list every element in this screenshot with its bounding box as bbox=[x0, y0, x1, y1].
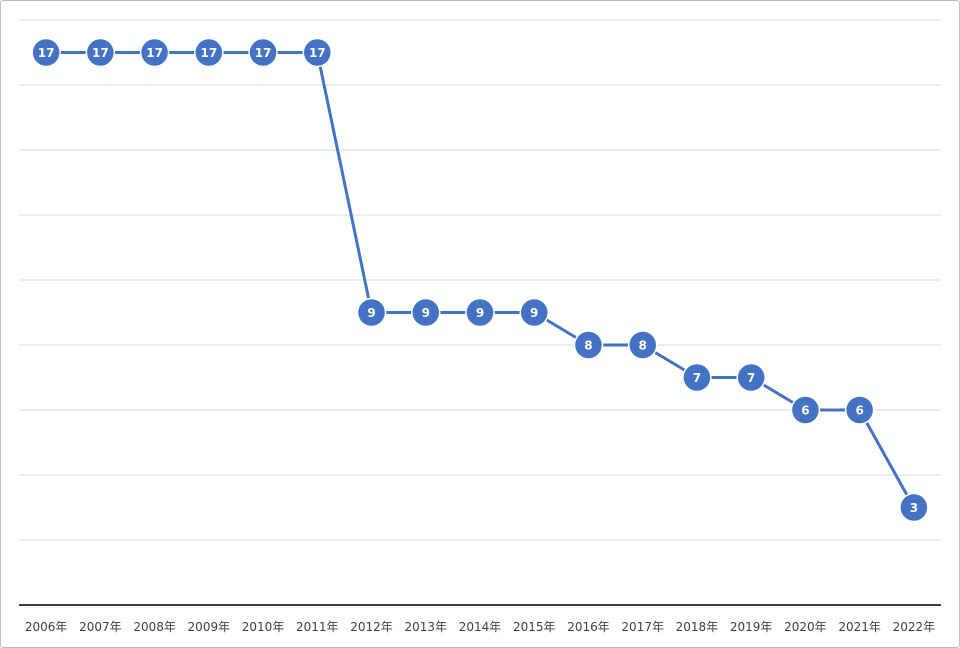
data-point bbox=[627, 330, 658, 360]
data-point bbox=[85, 37, 116, 68]
data-label: 17 bbox=[255, 46, 272, 60]
data-label: 17 bbox=[200, 46, 217, 60]
data-label: 17 bbox=[309, 46, 326, 60]
data-point bbox=[844, 395, 875, 425]
data-point bbox=[573, 330, 604, 360]
data-point bbox=[519, 297, 549, 328]
data-point bbox=[899, 492, 929, 523]
x-tick-label: 2017年 bbox=[621, 620, 664, 634]
x-tick-label: 2010年 bbox=[242, 620, 285, 634]
data-label: 9 bbox=[367, 306, 375, 320]
gridlines bbox=[19, 19, 941, 541]
data-label: 8 bbox=[584, 339, 592, 353]
data-point bbox=[356, 297, 387, 328]
data-label: 6 bbox=[855, 404, 863, 418]
data-label: 9 bbox=[530, 306, 538, 320]
data-label: 7 bbox=[693, 371, 701, 385]
data-label: 17 bbox=[38, 46, 55, 60]
data-label: 9 bbox=[476, 306, 484, 320]
x-tick-label: 2007年 bbox=[79, 620, 122, 634]
data-point bbox=[302, 37, 333, 68]
data-point bbox=[194, 37, 224, 68]
data-label: 17 bbox=[146, 46, 163, 60]
data-label: 8 bbox=[639, 339, 647, 353]
data-point bbox=[465, 297, 495, 328]
x-tick-label: 2006年 bbox=[25, 620, 68, 634]
x-tick-label: 2011年 bbox=[296, 620, 339, 634]
x-tick-label: 2009年 bbox=[188, 620, 231, 634]
data-point bbox=[682, 362, 712, 393]
data-point bbox=[31, 37, 61, 68]
x-tick-labels: 2006年 2007年 2008年 2009年 2010年 2011年 2012年 2013年… bbox=[25, 620, 935, 634]
x-tick-label: 2021年 bbox=[838, 620, 881, 634]
x-tick-label: 2008年 bbox=[133, 620, 176, 634]
x-tick-label: 2019年 bbox=[730, 620, 773, 634]
x-tick-label: 2020年 bbox=[784, 620, 827, 634]
data-point bbox=[411, 297, 441, 328]
data-label: 6 bbox=[801, 404, 809, 418]
data-point bbox=[790, 395, 821, 425]
data-point bbox=[736, 362, 766, 393]
x-tick-label: 2013年 bbox=[404, 620, 447, 634]
x-tick-label: 2012年 bbox=[350, 620, 393, 634]
data-label: 7 bbox=[747, 371, 755, 385]
data-label: 9 bbox=[422, 306, 430, 320]
x-tick-label: 2022年 bbox=[893, 620, 936, 634]
data-label: 17 bbox=[92, 46, 109, 60]
x-tick-label: 2018年 bbox=[676, 620, 719, 634]
data-point bbox=[248, 37, 278, 68]
data-label: 3 bbox=[910, 501, 918, 515]
series-markers: 17 17 17 17 17 17 9 9 9 9 8 8 7 7 6 6 3 bbox=[31, 37, 929, 523]
x-tick-label: 2016年 bbox=[567, 620, 610, 634]
x-tick-label: 2015年 bbox=[513, 620, 556, 634]
x-tick-label: 2014年 bbox=[459, 620, 502, 634]
data-point bbox=[139, 37, 170, 68]
